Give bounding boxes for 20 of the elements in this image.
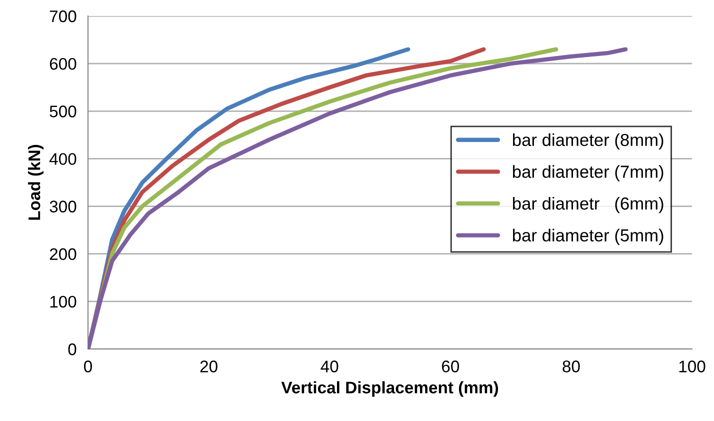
- x-tick-label: 40: [320, 360, 338, 372]
- legend-label: bar diameter (7mm): [513, 165, 664, 182]
- legend-label: bar diameter (8mm): [513, 133, 664, 150]
- x-tick-label: 100: [679, 360, 706, 372]
- x-tick-label: 20: [200, 360, 218, 372]
- y-tick-label: 700: [50, 10, 76, 22]
- legend-label: bar diametr (6mm): [513, 196, 664, 214]
- y-tick-label: 100: [50, 296, 76, 308]
- y-tick-label: 400: [49, 153, 76, 165]
- x-tick-label: 60: [442, 360, 460, 372]
- x-axis-title: Vertical Displacement (mm): [281, 381, 498, 397]
- y-tick-label: 600: [50, 58, 76, 70]
- y-tick-label: 0: [68, 343, 76, 356]
- x-tick-label: 80: [562, 360, 580, 372]
- y-tick-label: 300: [50, 200, 76, 212]
- y-tick-label: 200: [50, 248, 76, 260]
- y-axis-title: Load (kN): [28, 144, 44, 220]
- y-tick-label: 500: [50, 106, 76, 118]
- legend-label: bar diameter (5mm): [513, 228, 664, 245]
- x-tick-label: 0: [84, 360, 92, 372]
